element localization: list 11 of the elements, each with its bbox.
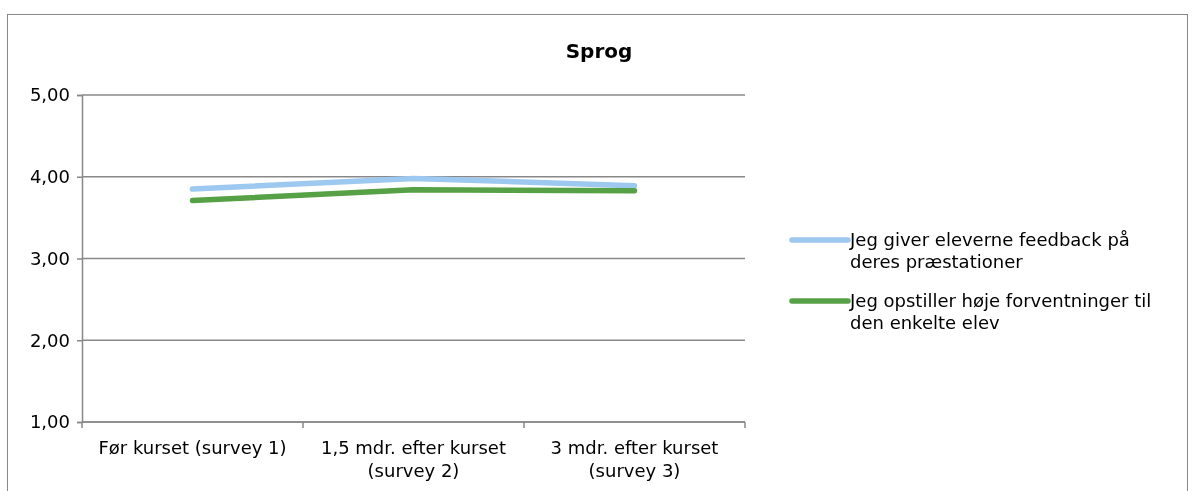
x-tick-label: 1,5 mdr. efter kurset (survey 2): [320, 437, 507, 481]
x-tick-label: 3 mdr. efter kurset (survey 3): [550, 437, 719, 481]
x-tick-label: Før kurset (survey 1): [98, 437, 287, 458]
legend-label: Jeg opstiller høje forventninger til den enkelte elev: [849, 290, 1152, 333]
y-tick-label: 2,00: [29, 329, 70, 351]
y-tick-label: 5,00: [29, 84, 70, 106]
y-tick-label: 1,00: [29, 411, 70, 433]
chart-title: Sprog: [565, 39, 633, 63]
y-tick-label: 4,00: [29, 166, 70, 188]
legend-label: Jeg giver eleverne feedback på deres præstationer: [849, 229, 1130, 272]
y-tick-label: 3,00: [29, 247, 70, 269]
